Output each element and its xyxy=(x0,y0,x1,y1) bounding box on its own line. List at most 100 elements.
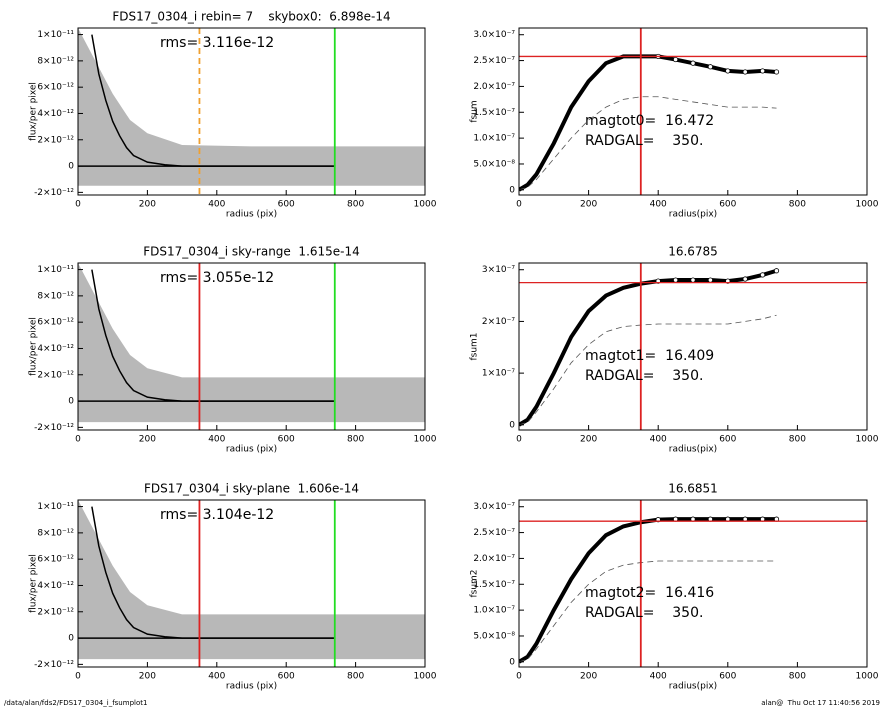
profile-point xyxy=(672,277,679,283)
x-tick-label: 1000 xyxy=(414,672,437,682)
y-tick-label: 2×10⁻¹² xyxy=(37,370,74,380)
x-tick-label: 800 xyxy=(347,435,364,445)
plot-frame xyxy=(518,499,868,668)
y-axis-label: flux/per pixel xyxy=(29,317,39,376)
profile-point xyxy=(759,272,766,278)
x-tick-label: 400 xyxy=(650,200,667,210)
x-tick-label: 1000 xyxy=(856,200,879,210)
y-axis-label: fsum xyxy=(470,100,480,122)
x-axis-label: radius (pix) xyxy=(226,445,277,455)
x-tick-label: 0 xyxy=(75,672,81,682)
y-tick-label: 0 xyxy=(509,420,515,430)
profile-point xyxy=(759,68,766,74)
annotation: RADGAL= 350. xyxy=(585,133,703,149)
x-tick-label: 200 xyxy=(580,200,597,210)
scatter-cloud xyxy=(78,500,425,660)
y-tick-label: 2×10⁻¹² xyxy=(37,607,74,617)
x-axis-label: radius (pix) xyxy=(226,210,277,220)
x-tick-label: 600 xyxy=(278,200,295,210)
x-tick-label: 800 xyxy=(347,672,364,682)
annotation: magtot0= 16.472 xyxy=(585,113,714,129)
panel-title: FDS17_0304_i sky-range 1.615e-14 xyxy=(143,245,360,259)
x-axis-label: radius(pix) xyxy=(669,210,717,220)
y-tick-label: 8×10⁻¹² xyxy=(37,56,74,66)
y-tick-label: 6×10⁻¹² xyxy=(37,318,74,328)
x-tick-label: 200 xyxy=(580,672,597,682)
profile-point xyxy=(725,68,731,74)
profile-point xyxy=(773,69,780,75)
footer-path: /data/alan/fds2/FDS17_0304_i_fsumplot1 xyxy=(4,699,147,707)
profile-line xyxy=(91,506,335,639)
profile-point xyxy=(742,276,748,282)
x-tick-label: 1000 xyxy=(414,435,437,445)
y-tick-label: 1×10⁻¹¹ xyxy=(37,265,74,275)
profile-point xyxy=(773,268,780,274)
y-tick-label: 6×10⁻¹² xyxy=(37,555,74,565)
x-tick-label: 200 xyxy=(139,672,156,682)
scatter-cloud xyxy=(78,263,425,423)
x-tick-label: 800 xyxy=(789,435,806,445)
y-axis-label: fsum2 xyxy=(470,569,480,597)
y-axis-label: flux/per pixel xyxy=(29,82,39,141)
x-tick-label: 400 xyxy=(650,435,667,445)
annotation: rms= 3.116e-12 xyxy=(160,35,274,51)
y-tick-label: 0 xyxy=(68,634,74,644)
y-tick-label: -2×10⁻¹² xyxy=(34,660,74,670)
panel-title: 16.6851 xyxy=(668,482,718,496)
y-tick-label: 3.0×10⁻⁷ xyxy=(473,502,515,512)
y-tick-label: 3.0×10⁻⁷ xyxy=(473,30,515,40)
y-tick-label: 4×10⁻¹² xyxy=(37,581,74,591)
x-tick-label: 800 xyxy=(789,200,806,210)
y-tick-label: 0 xyxy=(509,657,515,667)
profile-point xyxy=(690,60,696,66)
y-tick-label: 1×10⁻⁷ xyxy=(482,369,515,379)
y-tick-label: 1.0×10⁻⁷ xyxy=(473,134,515,144)
profile-point xyxy=(672,56,679,63)
x-tick-label: 600 xyxy=(278,435,295,445)
profile-point xyxy=(707,277,714,283)
x-tick-label: 400 xyxy=(208,672,225,682)
x-tick-label: 1000 xyxy=(856,435,879,445)
x-tick-label: 600 xyxy=(719,435,736,445)
x-axis-label: radius(pix) xyxy=(669,445,717,455)
x-tick-label: 800 xyxy=(347,200,364,210)
y-tick-label: 1×10⁻¹¹ xyxy=(37,502,74,512)
y-tick-label: 0 xyxy=(68,162,74,172)
y-tick-label: 3×10⁻⁷ xyxy=(482,265,515,275)
x-tick-label: 800 xyxy=(789,672,806,682)
profile-point xyxy=(690,277,696,283)
profile-line xyxy=(519,96,777,191)
x-tick-label: 0 xyxy=(75,200,81,210)
y-tick-label: 2.0×10⁻⁷ xyxy=(473,82,515,92)
profile-point xyxy=(707,64,714,70)
x-tick-label: 400 xyxy=(208,435,225,445)
y-tick-label: 2×10⁻¹² xyxy=(37,135,74,145)
y-tick-label: 4×10⁻¹² xyxy=(37,109,74,119)
scatter-cloud xyxy=(78,28,425,186)
annotation: magtot2= 16.416 xyxy=(585,585,714,601)
footer-date: alan@ Thu Oct 17 11:40:56 2019 xyxy=(761,699,880,707)
annotation: rms= 3.104e-12 xyxy=(160,507,274,523)
y-axis-label: fsum1 xyxy=(470,332,480,360)
profile-line xyxy=(91,34,335,167)
y-tick-label: 8×10⁻¹² xyxy=(37,291,74,301)
x-tick-label: 0 xyxy=(516,200,522,210)
y-tick-label: 1.5×10⁻⁷ xyxy=(473,108,515,118)
y-tick-label: 0 xyxy=(509,185,515,195)
y-tick-label: -2×10⁻¹² xyxy=(34,423,74,433)
plot-frame xyxy=(77,262,426,431)
x-tick-label: 400 xyxy=(208,200,225,210)
y-tick-label: 2.5×10⁻⁷ xyxy=(473,528,515,538)
panel-title: 16.6785 xyxy=(668,245,718,259)
y-tick-label: 1×10⁻¹¹ xyxy=(37,30,74,40)
profile-line xyxy=(91,269,335,402)
x-tick-label: 400 xyxy=(650,672,667,682)
y-tick-label: 5.0×10⁻⁸ xyxy=(473,159,515,169)
annotation: rms= 3.055e-12 xyxy=(160,270,274,286)
y-tick-label: 2.0×10⁻⁷ xyxy=(473,554,515,564)
y-tick-label: 1.5×10⁻⁷ xyxy=(473,580,515,590)
x-tick-label: 600 xyxy=(278,672,295,682)
panel-title: FDS17_0304_i rebin= 7 skybox0: 6.898e-14 xyxy=(112,10,390,24)
panel-title: FDS17_0304_i sky-plane 1.606e-14 xyxy=(144,482,359,496)
